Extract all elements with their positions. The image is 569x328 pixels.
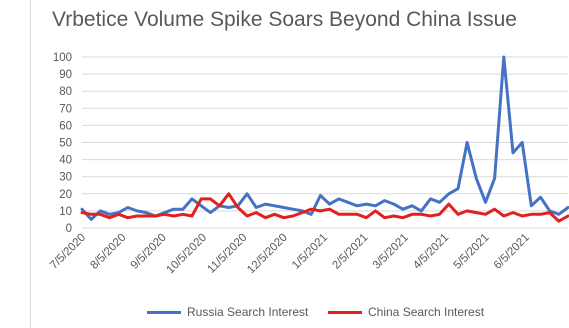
x-tick-label: 1/5/2021 bbox=[290, 232, 330, 272]
gridlines bbox=[82, 56, 568, 229]
x-tick-label: 7/5/2020 bbox=[48, 232, 88, 272]
y-tick-label: 80 bbox=[59, 86, 72, 98]
y-tick-label: 70 bbox=[59, 103, 72, 115]
y-tick-label: 40 bbox=[59, 155, 72, 167]
x-tick-label: 4/5/2021 bbox=[411, 232, 451, 272]
y-tick-label: 50 bbox=[59, 138, 72, 150]
series-line-russia bbox=[80, 55, 569, 221]
y-tick-label: 10 bbox=[59, 206, 72, 218]
x-axis-tick-labels: 7/5/2020 8/5/2020 9/5/202010/5/202011/5/20… bbox=[48, 232, 532, 277]
x-tick-label: 12/5/2020 bbox=[245, 232, 290, 277]
chart-title: Vrbetice Volume Spike Soars Beyond China… bbox=[52, 8, 517, 31]
y-tick-label: 100 bbox=[53, 52, 72, 64]
legend-swatch-china bbox=[328, 310, 362, 314]
x-tick-label: 5/5/2021 bbox=[451, 232, 491, 272]
legend-swatch-russia bbox=[147, 310, 181, 314]
series-line-china bbox=[80, 192, 569, 223]
x-tick-label: 8/5/2020 bbox=[88, 232, 128, 272]
legend-label-russia: Russia Search Interest bbox=[187, 305, 309, 319]
x-tick-label: 2/5/2021 bbox=[330, 232, 370, 272]
legend-item-china: China Search Interest bbox=[328, 305, 484, 319]
y-tick-label: 20 bbox=[59, 189, 72, 201]
y-tick-label: 60 bbox=[59, 120, 72, 132]
y-tick-label: 90 bbox=[59, 69, 72, 81]
x-tick-label: 6/5/2021 bbox=[492, 232, 532, 272]
legend-item-russia: Russia Search Interest bbox=[147, 305, 308, 319]
legend: Russia Search Interest China Search Inte… bbox=[0, 305, 569, 325]
y-tick-label: 30 bbox=[59, 172, 72, 184]
y-axis-tick-labels: 0 10 20 30 40 50 60 70 80 90 100 bbox=[53, 52, 72, 235]
legend-label-china: China Search Interest bbox=[368, 305, 485, 319]
x-tick-label: 10/5/2020 bbox=[164, 232, 209, 277]
series-lines bbox=[80, 55, 569, 223]
x-tick-label: 9/5/2020 bbox=[129, 232, 169, 272]
x-tick-label: 3/5/2021 bbox=[371, 232, 411, 272]
y-tick-label: 0 bbox=[66, 223, 72, 235]
chart-border-left bbox=[30, 0, 31, 328]
x-tick-label: 11/5/2020 bbox=[205, 232, 249, 276]
